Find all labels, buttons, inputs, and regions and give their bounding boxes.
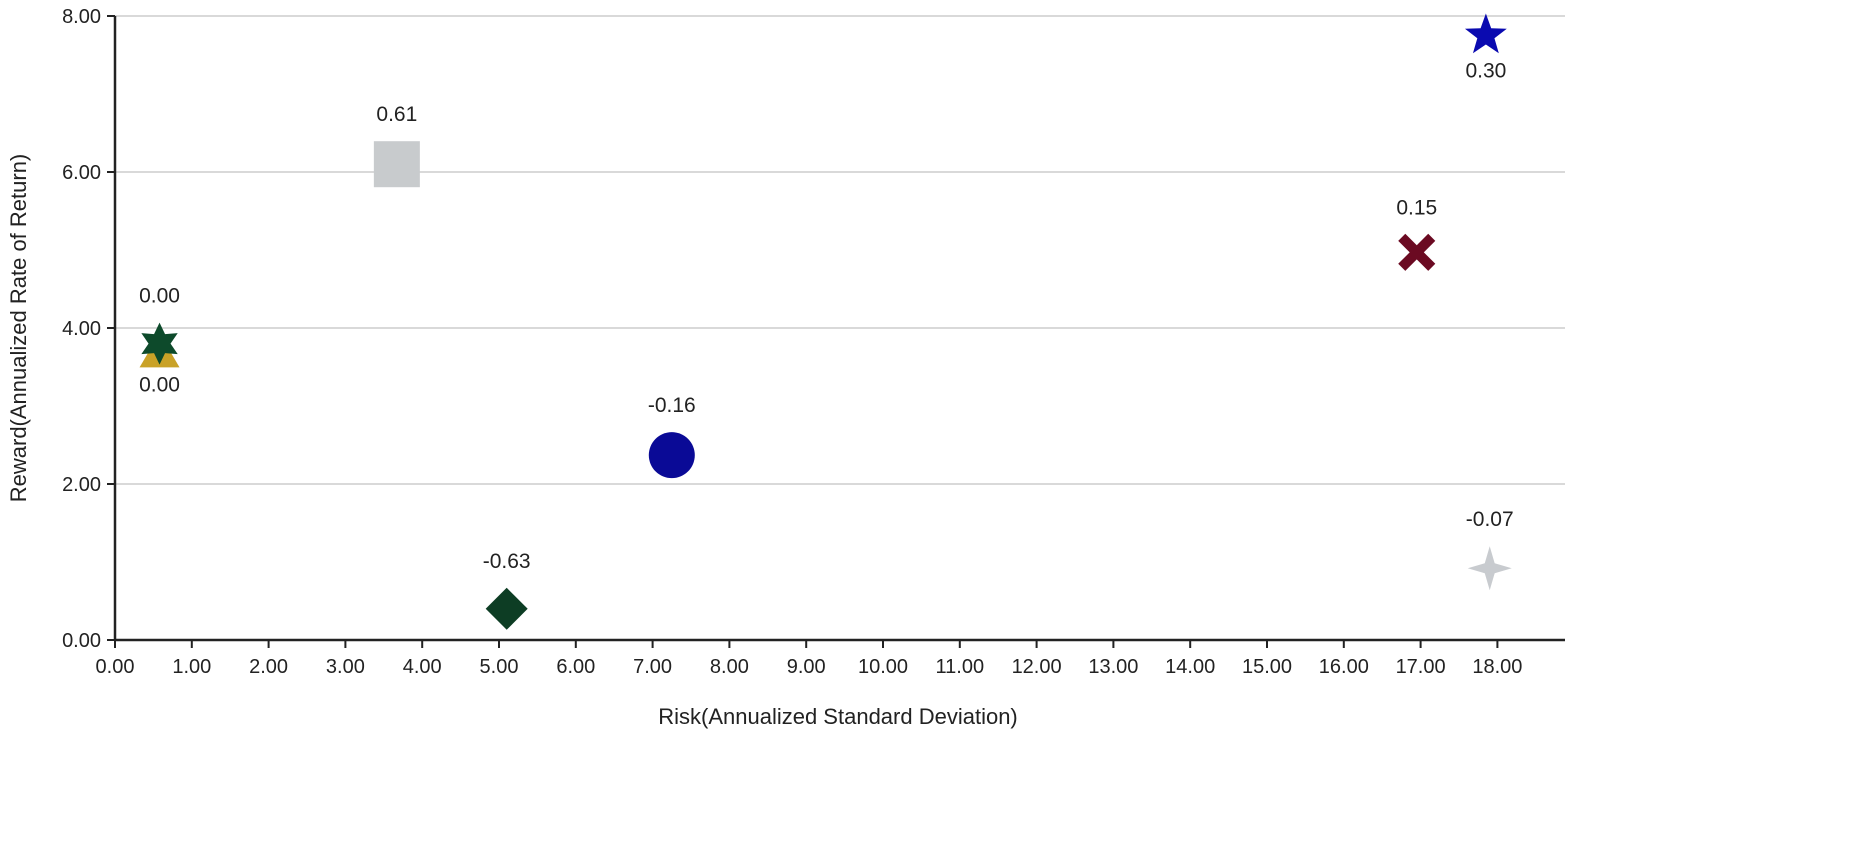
data-point-circle	[648, 432, 695, 479]
x-tick-label: 17.00	[1396, 656, 1446, 678]
gridlines	[115, 15, 1565, 485]
x-tick-label: 2.00	[249, 656, 288, 678]
x-tick-label: 7.00	[633, 656, 672, 678]
data-point-label: -0.63	[483, 550, 531, 573]
x-axis-title: Risk(Annualized Standard Deviation)	[658, 704, 1018, 729]
x-tick-label: 8.00	[710, 656, 749, 678]
data-labels: 0.61 0.00 0.00 -0.16 -0.63 0.15 0.30 -0.07	[139, 60, 1514, 573]
x-tick-label: 15.00	[1242, 656, 1292, 678]
x-tick-label: 3.00	[326, 656, 365, 678]
y-tick-label: 8.00	[62, 6, 101, 28]
y-axis-title: Reward(Annualized Rate of Return)	[6, 154, 31, 503]
data-points	[139, 13, 1512, 630]
data-point-star5	[1464, 13, 1507, 54]
data-point-label: 0.00	[139, 285, 180, 308]
data-point-cross	[1398, 233, 1436, 271]
data-point-star6	[141, 322, 178, 365]
y-tick-label: 2.00	[62, 474, 101, 496]
x-tick-label: 0.00	[96, 656, 135, 678]
x-tick-label: 1.00	[172, 656, 211, 678]
x-tick-label: 11.00	[936, 656, 985, 678]
data-point-label: -0.07	[1466, 508, 1514, 531]
x-tick-label: 16.00	[1319, 656, 1369, 678]
x-tick-label: 4.00	[403, 656, 442, 678]
x-axis-ticks: 0.00 1.00 2.00 3.00 4.00 5.00 6.00 7.00 8.00 9.00…	[96, 640, 1522, 678]
y-tick-label: 0.00	[62, 630, 101, 652]
y-tick-label: 6.00	[62, 162, 101, 184]
x-tick-label: 5.00	[480, 656, 519, 678]
data-point-star4	[1467, 546, 1512, 591]
x-tick-label: 13.00	[1088, 656, 1138, 678]
x-tick-label: 9.00	[787, 656, 826, 678]
y-tick-label: 4.00	[62, 318, 101, 340]
data-point-label: 0.61	[376, 103, 417, 126]
data-point-diamond	[485, 587, 528, 630]
x-tick-label: 12.00	[1012, 656, 1062, 678]
data-point-label: 0.30	[1465, 60, 1506, 83]
data-point-label: -0.16	[648, 394, 696, 417]
x-tick-label: 6.00	[556, 656, 595, 678]
x-tick-label: 14.00	[1165, 656, 1215, 678]
data-point-square	[373, 141, 420, 188]
data-point-label: 0.00	[139, 373, 180, 396]
data-point-label: 0.15	[1396, 196, 1437, 219]
x-tick-label: 18.00	[1472, 656, 1522, 678]
y-axis-ticks: 0.00 2.00 4.00 6.00 8.00	[62, 6, 115, 652]
x-tick-label: 10.00	[858, 656, 908, 678]
